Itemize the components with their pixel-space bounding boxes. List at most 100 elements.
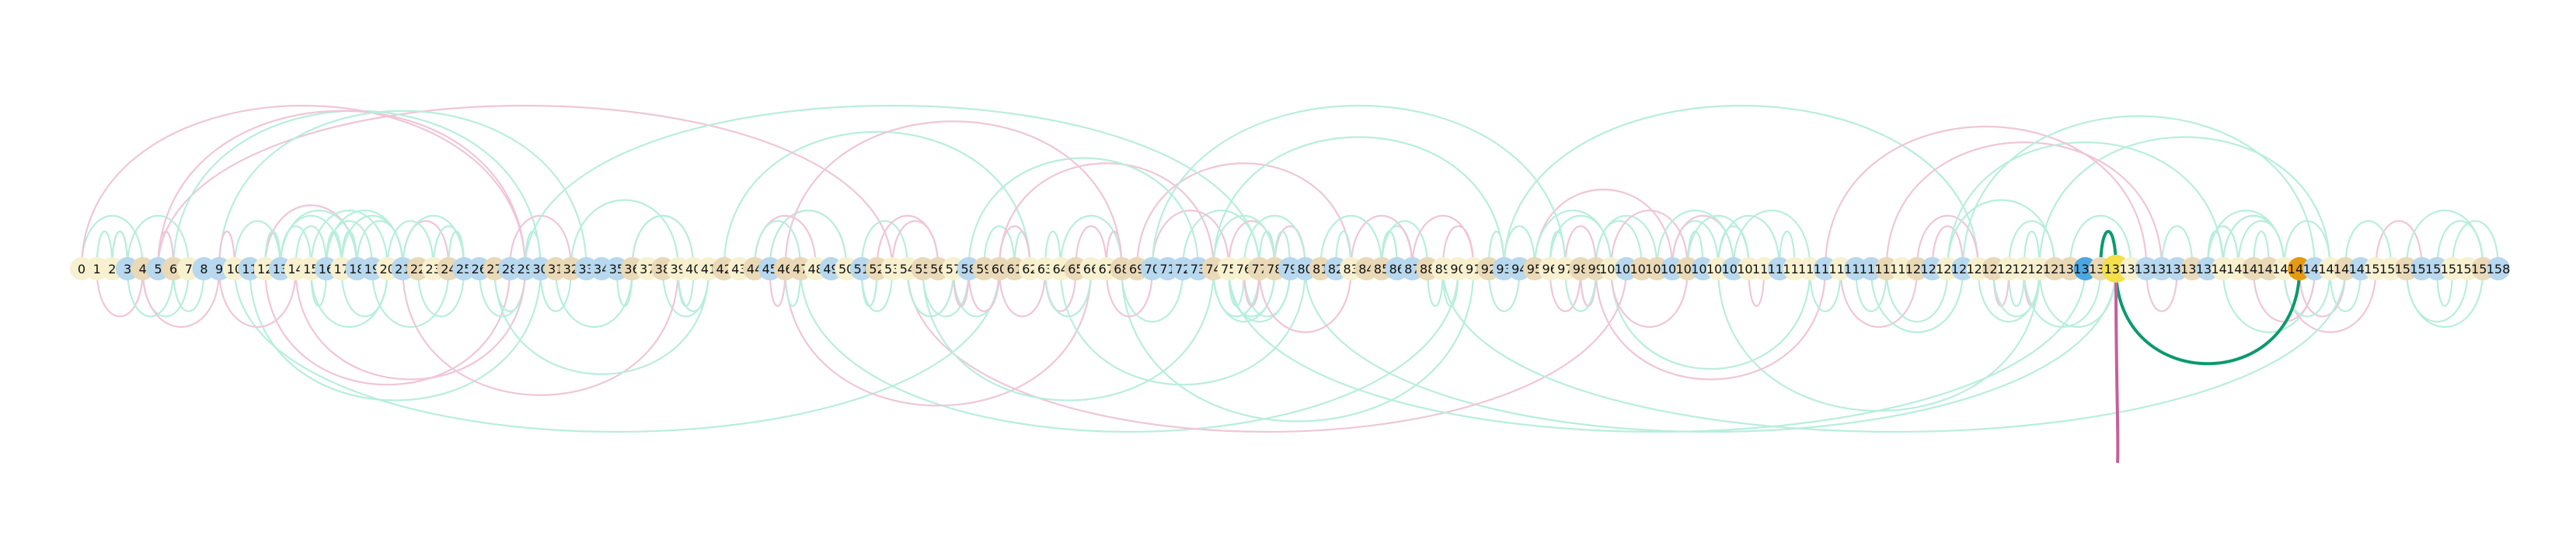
faint-edge bbox=[2283, 220, 2334, 273]
faint-edge bbox=[998, 265, 1049, 318]
faint-edge bbox=[402, 265, 682, 396]
faint-edge bbox=[675, 265, 710, 312]
node-label: 4 bbox=[139, 262, 147, 276]
node-label: 89 bbox=[1435, 262, 1451, 276]
node-label: 51 bbox=[854, 262, 870, 276]
faint-edge bbox=[2281, 265, 2331, 318]
faint-edge bbox=[108, 231, 129, 273]
faint-edge bbox=[1748, 265, 1768, 307]
node bbox=[2487, 257, 2510, 280]
node-label: 58 bbox=[960, 262, 976, 276]
node-label: 52 bbox=[869, 262, 884, 276]
faint-edge bbox=[2036, 136, 2331, 273]
faint-edge bbox=[231, 265, 1001, 433]
faint-edge bbox=[552, 265, 633, 329]
node-label: 70 bbox=[1145, 262, 1160, 276]
faint-edge bbox=[157, 231, 177, 273]
faint-edge bbox=[1210, 265, 1260, 318]
faint-edge bbox=[1228, 265, 2089, 433]
node-label: 84 bbox=[1358, 262, 1374, 276]
faint-edge bbox=[384, 220, 434, 273]
faint-edge bbox=[906, 265, 957, 318]
faint-edge bbox=[784, 265, 804, 307]
faint-edge bbox=[157, 110, 529, 273]
faint-edge bbox=[1059, 214, 1125, 273]
node-label: 96 bbox=[1542, 262, 1557, 276]
faint-edge bbox=[1610, 209, 1692, 273]
faint-edge bbox=[1776, 231, 1796, 273]
node-label: 17 bbox=[333, 262, 349, 276]
node-label: 14 bbox=[288, 262, 303, 276]
faint-edge bbox=[888, 220, 939, 273]
node-label: 11 bbox=[242, 262, 257, 276]
faint-edge bbox=[2344, 220, 2395, 273]
node-label: 62 bbox=[1022, 262, 1037, 276]
node-label: 74 bbox=[1205, 262, 1221, 276]
faint-edge bbox=[264, 231, 284, 273]
node-label: 76 bbox=[1236, 262, 1252, 276]
node-label: 97 bbox=[1557, 262, 1573, 276]
faint-edge bbox=[1839, 265, 1921, 329]
faint-edge bbox=[766, 265, 786, 307]
node-label: 41 bbox=[701, 262, 716, 276]
faint-edge bbox=[448, 231, 468, 273]
node-label: 42 bbox=[716, 262, 732, 276]
node-label: 33 bbox=[578, 262, 594, 276]
node-label: 31 bbox=[548, 262, 563, 276]
faint-edge bbox=[1959, 115, 2316, 273]
highlighted-edges bbox=[2099, 230, 2308, 464]
faint-edge bbox=[539, 265, 575, 312]
faint-edge bbox=[1732, 209, 1814, 273]
faint-edge bbox=[1381, 220, 1431, 273]
node-label: 158 bbox=[2487, 262, 2511, 276]
node-label: 81 bbox=[1312, 262, 1328, 276]
node-label: 61 bbox=[1007, 262, 1023, 276]
faint-edge bbox=[1686, 214, 1752, 273]
node-label: 57 bbox=[946, 262, 961, 276]
faint-edge bbox=[417, 265, 468, 318]
faint-edge bbox=[1256, 265, 1352, 333]
faint-edge bbox=[78, 104, 526, 273]
faint-edge bbox=[1118, 265, 1475, 423]
faint-edge bbox=[2142, 265, 2178, 312]
faint-edge bbox=[1121, 265, 1187, 323]
faint-edge bbox=[307, 209, 389, 273]
faint-edge bbox=[402, 214, 468, 273]
node-label: 6 bbox=[169, 262, 177, 276]
node-label: 56 bbox=[930, 262, 946, 276]
faint-edge bbox=[2204, 209, 2285, 273]
node-label: 21 bbox=[395, 262, 410, 276]
faint-edge bbox=[1503, 225, 1539, 273]
node-label: 8 bbox=[200, 262, 207, 276]
faint-edge bbox=[1228, 265, 1278, 318]
faint-edge bbox=[1041, 265, 1093, 318]
node-label: 10 bbox=[227, 262, 242, 276]
faint-edge bbox=[1607, 265, 1689, 329]
faint-edge bbox=[2405, 265, 2487, 329]
node-label: 68 bbox=[1114, 262, 1129, 276]
faint-edge bbox=[1332, 231, 1352, 273]
node-label: 15 bbox=[303, 262, 319, 276]
highlighted-edge bbox=[2099, 230, 2124, 276]
node-label: 72 bbox=[1175, 262, 1190, 276]
faint-edge bbox=[1319, 214, 1386, 273]
faint-edge bbox=[2252, 231, 2273, 273]
faint-edge bbox=[1561, 265, 1597, 312]
node-label: 20 bbox=[379, 262, 395, 276]
faint-edge bbox=[1485, 265, 1521, 312]
faint-edge bbox=[615, 265, 636, 307]
node-label: 90 bbox=[1450, 262, 1466, 276]
faint-edge bbox=[2005, 265, 2025, 307]
node-label: 35 bbox=[609, 262, 625, 276]
faint-edge bbox=[631, 214, 697, 273]
node-label: 34 bbox=[594, 262, 609, 276]
faint-edge bbox=[246, 265, 542, 402]
node-label: 23 bbox=[426, 262, 441, 276]
faint-edge bbox=[1103, 265, 1153, 318]
node-label: 7 bbox=[185, 262, 193, 276]
node-label: 48 bbox=[808, 262, 824, 276]
node-label: 40 bbox=[685, 262, 701, 276]
faint-edge bbox=[1992, 265, 2043, 318]
node-label: 65 bbox=[1068, 262, 1083, 276]
node-label: 29 bbox=[518, 262, 533, 276]
